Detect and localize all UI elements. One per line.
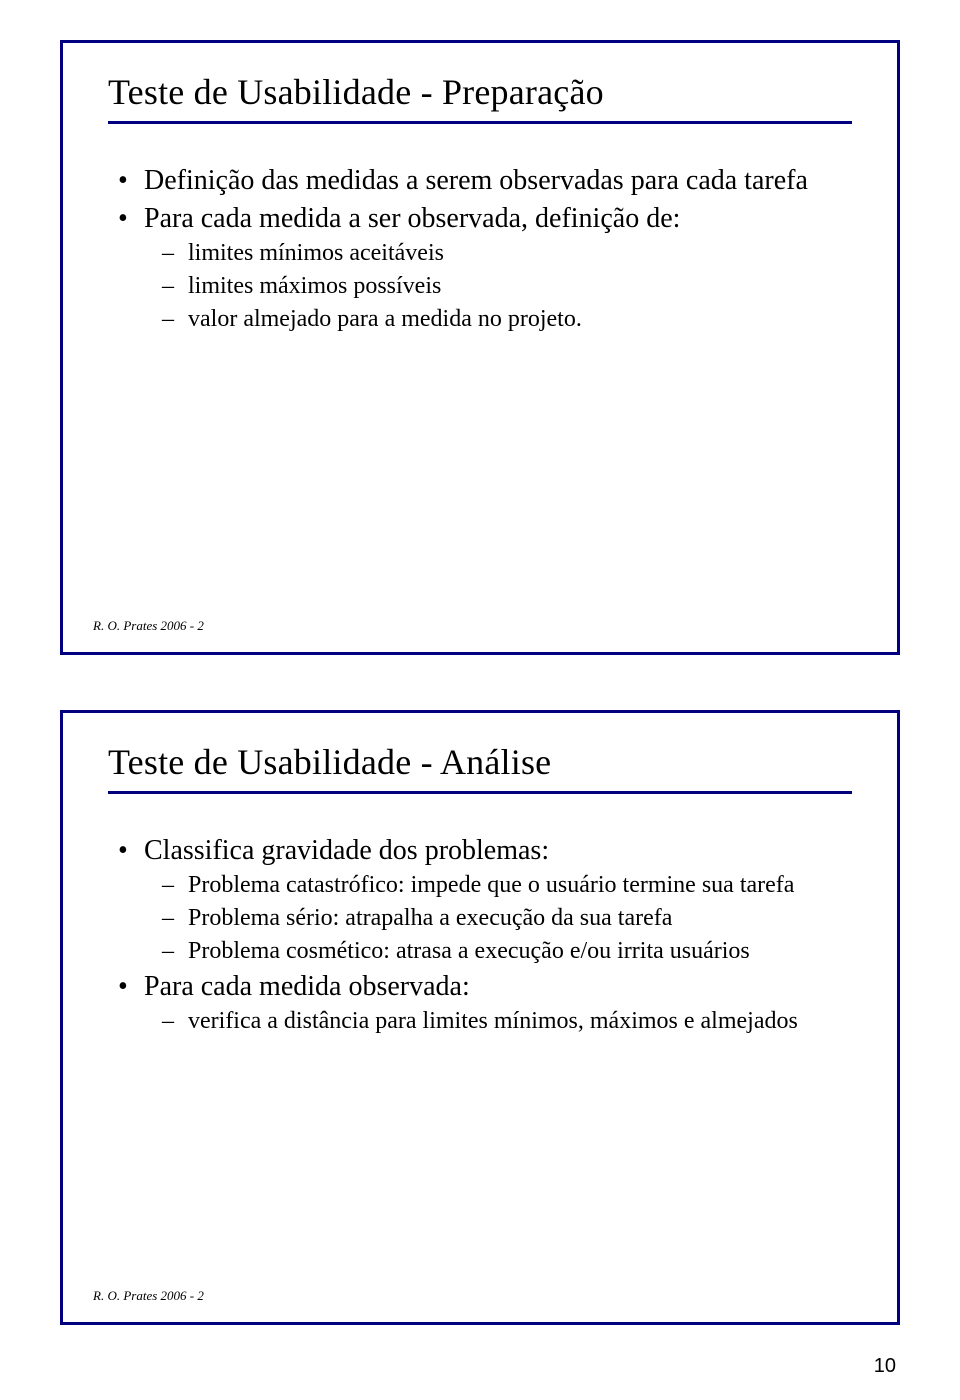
bullet-text: Para cada medida a ser observada, defini…: [144, 203, 680, 234]
list-item: Problema catastrófico: impede que o usuá…: [144, 870, 846, 901]
list-item: Definição das medidas a serem observadas…: [114, 164, 846, 198]
bullet-text: Problema sério: atrapalha a execução da …: [188, 905, 672, 931]
list-item: verifica a distância para limites mínimo…: [144, 1006, 846, 1037]
list-item: Para cada medida observada: verifica a d…: [114, 970, 846, 1037]
list-item: Para cada medida a ser observada, defini…: [114, 202, 846, 334]
list-item: valor almejado para a medida no projeto.: [144, 304, 846, 335]
page-container: Teste de Usabilidade - Preparação Defini…: [0, 0, 960, 1400]
list-item: Problema cosmético: atrasa a execução e/…: [144, 936, 846, 967]
list-item: limites máximos possíveis: [144, 271, 846, 302]
page-number: 10: [874, 1355, 896, 1378]
slide-2: Teste de Usabilidade - Análise Classific…: [60, 710, 900, 1325]
bullet-text: limites máximos possíveis: [188, 273, 441, 299]
slide-title: Teste de Usabilidade - Preparação: [108, 71, 852, 113]
bullet-text: verifica a distância para limites mínimo…: [188, 1008, 798, 1034]
footer-credit: R. O. Prates 2006 - 2: [93, 1288, 204, 1304]
slide-title: Teste de Usabilidade - Análise: [108, 741, 852, 783]
bullet-text: Definição das medidas a serem observadas…: [144, 165, 808, 196]
list-item: limites mínimos aceitáveis: [144, 238, 846, 269]
bullet-text: limites mínimos aceitáveis: [188, 240, 444, 266]
bullet-text: Problema catastrófico: impede que o usuá…: [188, 872, 794, 898]
bullet-text: Para cada medida observada:: [144, 971, 470, 1002]
bullet-text: valor almejado para a medida no projeto.: [188, 306, 582, 332]
footer-credit: R. O. Prates 2006 - 2: [93, 618, 204, 634]
bullet-text: Problema cosmético: atrasa a execução e/…: [188, 938, 750, 964]
bullet-text: Classifica gravidade dos problemas:: [144, 835, 549, 866]
list-item: Classifica gravidade dos problemas: Prob…: [114, 834, 846, 966]
slide-body: Definição das medidas a serem observadas…: [108, 124, 852, 334]
slide-1: Teste de Usabilidade - Preparação Defini…: [60, 40, 900, 655]
slide-body: Classifica gravidade dos problemas: Prob…: [108, 794, 852, 1037]
list-item: Problema sério: atrapalha a execução da …: [144, 903, 846, 934]
